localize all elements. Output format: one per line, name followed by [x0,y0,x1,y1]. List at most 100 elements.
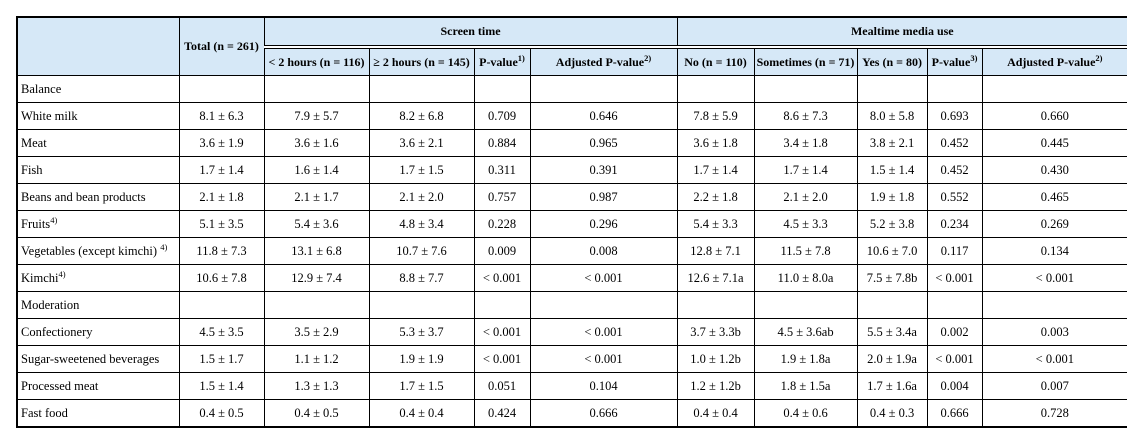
cell-lt2hours: 3.5 ± 2.9 [263,318,370,346]
cell-adjusted-pvalue-screen: < 0.001 [529,264,678,292]
cell-adjusted-pvalue-screen: 0.008 [529,237,678,265]
cell-gte2hours: 8.2 ± 6.8 [368,102,475,130]
cell-yes: 8.0 ± 5.8 [856,102,928,130]
food-group-label: Processed meat [16,372,180,400]
subheader-pvalue-mealtime: P-value3) [926,46,983,76]
cell-lt2hours: 2.1 ± 1.7 [263,183,370,211]
group-header-screen-time: Screen time [263,16,678,49]
cell-total: 1.5 ± 1.4 [178,372,265,400]
cell-no: 1.2 ± 1.2b [676,372,755,400]
food-intake-table: Total (n = 261) Screen time Mealtime med… [16,16,1127,428]
cell-gte2hours: 0.4 ± 0.4 [368,399,475,428]
cell-no: 3.6 ± 1.8 [676,129,755,157]
food-group-label: Sugar-sweetened beverages [16,345,180,373]
cell-yes: 3.8 ± 2.1 [856,129,928,157]
cell-sometimes: 8.6 ± 7.3 [753,102,858,130]
cell-lt2hours: 1.6 ± 1.4 [263,156,370,184]
cell-adjusted-pvalue-mealtime: 0.269 [981,210,1127,238]
cell-pvalue-mealtime [926,291,983,319]
cell-gte2hours: 10.7 ± 7.6 [368,237,475,265]
total-header: Total (n = 261) [178,16,265,76]
cell-gte2hours: 8.8 ± 7.7 [368,264,475,292]
cell-adjusted-pvalue-mealtime: 0.007 [981,372,1127,400]
cell-yes: 5.2 ± 3.8 [856,210,928,238]
food-group-label: Confectionery [16,318,180,346]
cell-pvalue-mealtime: 0.452 [926,129,983,157]
cell-adjusted-pvalue-screen: < 0.001 [529,345,678,373]
cell-sometimes: 1.8 ± 1.5a [753,372,858,400]
cell-gte2hours: 1.9 ± 1.9 [368,345,475,373]
cell-no: 3.7 ± 3.3b [676,318,755,346]
cell-pvalue-mealtime: 0.234 [926,210,983,238]
cell-yes: 1.9 ± 1.8 [856,183,928,211]
food-group-label: Moderation [16,291,180,319]
table-row: Sugar-sweetened beverages 1.5 ± 1.7 1.1 … [16,345,1127,373]
cell-sometimes: 4.5 ± 3.6ab [753,318,858,346]
cell-pvalue-screen: < 0.001 [473,318,531,346]
footnote-marker: 2) [644,52,652,63]
cell-total: 2.1 ± 1.8 [178,183,265,211]
cell-adjusted-pvalue-mealtime [981,75,1127,103]
cell-adjusted-pvalue-screen [529,75,678,103]
food-group-label: White milk [16,102,180,130]
corner-cell [16,16,180,76]
cell-adjusted-pvalue-screen: < 0.001 [529,318,678,346]
food-group-label: Kimchi4) [16,264,180,292]
cell-no: 7.8 ± 5.9 [676,102,755,130]
cell-total: 8.1 ± 6.3 [178,102,265,130]
cell-sometimes: 11.0 ± 8.0a [753,264,858,292]
group-header-row: Total (n = 261) Screen time Mealtime med… [16,16,1127,76]
cell-adjusted-pvalue-mealtime: < 0.001 [981,264,1127,292]
food-group-label: Fast food [16,399,180,428]
cell-no: 0.4 ± 0.4 [676,399,755,428]
cell-total [178,75,265,103]
cell-yes: 10.6 ± 7.0 [856,237,928,265]
cell-pvalue-mealtime: < 0.001 [926,345,983,373]
cell-no: 2.2 ± 1.8 [676,183,755,211]
cell-yes [856,291,928,319]
cell-total: 5.1 ± 3.5 [178,210,265,238]
cell-gte2hours [368,75,475,103]
cell-yes: 0.4 ± 0.3 [856,399,928,428]
cell-pvalue-mealtime: 0.004 [926,372,983,400]
table-head: Total (n = 261) Screen time Mealtime med… [16,16,1127,76]
cell-adjusted-pvalue-screen: 0.104 [529,372,678,400]
cell-sometimes: 3.4 ± 1.8 [753,129,858,157]
cell-pvalue-screen: 0.884 [473,129,531,157]
cell-pvalue-mealtime: 0.117 [926,237,983,265]
cell-no: 12.8 ± 7.1 [676,237,755,265]
table-row: Kimchi4) 10.6 ± 7.8 12.9 ± 7.4 8.8 ± 7.7… [16,264,1127,292]
cell-yes: 2.0 ± 1.9a [856,345,928,373]
cell-adjusted-pvalue-mealtime: 0.465 [981,183,1127,211]
table-row: Beans and bean products 2.1 ± 1.8 2.1 ± … [16,183,1127,211]
cell-gte2hours: 2.1 ± 2.0 [368,183,475,211]
food-group-label: Beans and bean products [16,183,180,211]
cell-sometimes: 0.4 ± 0.6 [753,399,858,428]
subheader-pvalue-screen: P-value1) [473,46,531,76]
food-group-label: Balance [16,75,180,103]
cell-sometimes: 1.7 ± 1.4 [753,156,858,184]
table-row: Vegetables (except kimchi) 4) 11.8 ± 7.3… [16,237,1127,265]
cell-pvalue-mealtime [926,75,983,103]
table-row: Balance [16,75,1127,103]
food-group-label: Fruits4) [16,210,180,238]
cell-total: 1.5 ± 1.7 [178,345,265,373]
footnote-marker: 1) [517,52,525,63]
cell-adjusted-pvalue-mealtime: 0.003 [981,318,1127,346]
cell-sometimes: 1.9 ± 1.8a [753,345,858,373]
cell-sometimes [753,291,858,319]
cell-pvalue-screen: 0.311 [473,156,531,184]
cell-no [676,291,755,319]
cell-pvalue-screen: 0.009 [473,237,531,265]
cell-gte2hours [368,291,475,319]
cell-gte2hours: 1.7 ± 1.5 [368,156,475,184]
cell-pvalue-screen [473,291,531,319]
cell-lt2hours: 13.1 ± 6.8 [263,237,370,265]
cell-adjusted-pvalue-screen: 0.965 [529,129,678,157]
cell-lt2hours: 0.4 ± 0.5 [263,399,370,428]
cell-pvalue-mealtime: 0.666 [926,399,983,428]
cell-pvalue-mealtime: 0.002 [926,318,983,346]
cell-adjusted-pvalue-mealtime: 0.430 [981,156,1127,184]
cell-pvalue-mealtime: 0.693 [926,102,983,130]
cell-sometimes: 4.5 ± 3.3 [753,210,858,238]
